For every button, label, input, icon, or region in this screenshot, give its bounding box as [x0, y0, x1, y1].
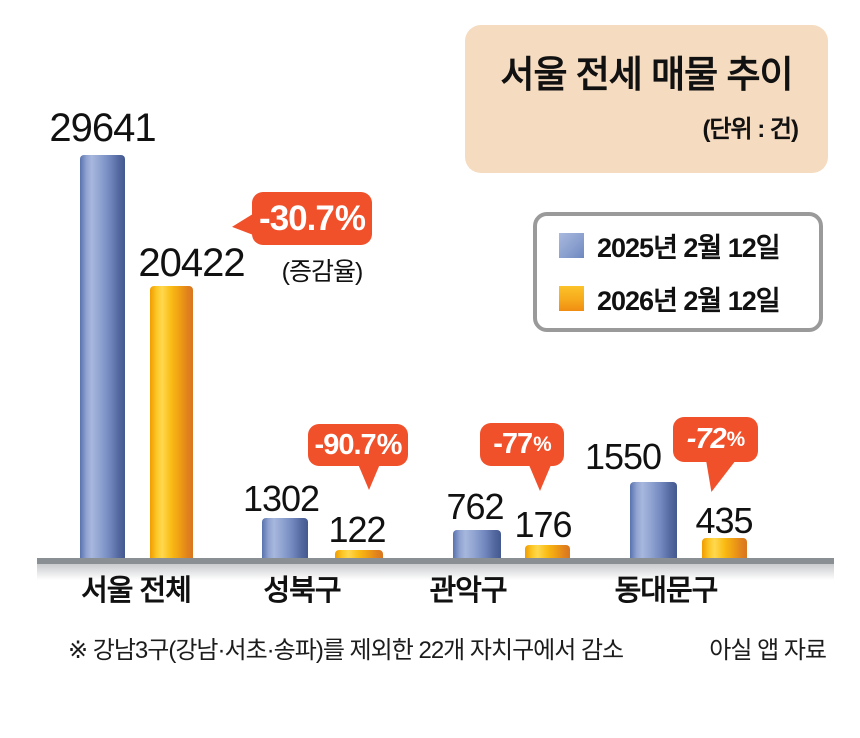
change-callout-dongdaemun: -72%: [673, 417, 758, 462]
legend: 2025년 2월 12일 2026년 2월 12일: [533, 212, 823, 332]
bar-seongbuk-2026: [335, 550, 383, 558]
change-callout-seongbuk: -90.7%: [308, 424, 408, 466]
change-caption: (증감율): [281, 258, 364, 286]
percent-sign: %: [376, 428, 403, 461]
x-axis-shadow: [37, 564, 834, 580]
callout-tail-dongdaemun: [706, 460, 736, 492]
legend-swatch-blue: [559, 233, 584, 258]
change-callout-seoul: -30.7%: [252, 192, 372, 245]
callout-tail-gwanak: [529, 465, 551, 491]
bar-seoul-2026: [150, 286, 193, 558]
change-value: -77: [493, 428, 533, 460]
percent-sign: %: [334, 198, 366, 238]
category-label-dongdaemun: 동대문구: [614, 575, 719, 607]
value-label-gwanak-2025: 762: [446, 486, 504, 527]
change-value: -90.7: [314, 428, 377, 461]
source-credit: 아실 앱 자료: [709, 637, 827, 664]
value-label-seoul-2025: 29641: [49, 106, 156, 150]
value-label-dongdaemun-2025: 1550: [584, 436, 662, 477]
title-box: 서울 전세 매물 추이 (단위 : 건): [465, 25, 828, 173]
footnote: ※ 강남3구(강남·서초·송파)를 제외한 22개 자치구에서 감소: [68, 637, 624, 664]
bar-dongdaemun-2026: [702, 538, 747, 558]
x-axis-line: [37, 558, 834, 564]
value-label-seoul-2026: 20422: [138, 241, 245, 285]
bar-gwanak-2025: [453, 530, 501, 558]
value-label-dongdaemun-2026: 435: [695, 500, 753, 541]
bar-seoul-2025: [80, 155, 125, 558]
bar-gwanak-2026: [525, 545, 570, 558]
category-label-seongbuk: 성북구: [263, 575, 341, 607]
callout-tail-seoul: [232, 212, 256, 236]
legend-label: 2025년 2월 12일: [597, 233, 781, 263]
category-label-seoul: 서울 전체: [81, 575, 192, 607]
legend-label: 2026년 2월 12일: [597, 286, 781, 316]
callout-tail-seongbuk: [358, 464, 380, 490]
legend-item-2026: 2026년 2월 12일: [559, 279, 819, 318]
bar-dongdaemun-2025: [630, 482, 677, 558]
bar-seongbuk-2025: [262, 518, 308, 558]
percent-sign: %: [533, 432, 552, 456]
value-label-seongbuk-2025: 1302: [242, 478, 320, 519]
page-title: 서울 전세 매물 추이: [500, 54, 793, 96]
change-callout-gwanak: -77%: [480, 423, 564, 466]
change-value: -30.7: [259, 198, 335, 238]
value-label-seongbuk-2026: 122: [328, 509, 386, 550]
legend-swatch-orange: [559, 286, 584, 311]
change-value: -72: [686, 423, 727, 455]
category-label-gwanak: 관악구: [429, 575, 507, 607]
legend-item-2025: 2025년 2월 12일: [559, 226, 819, 265]
value-label-gwanak-2026: 176: [514, 504, 572, 545]
percent-sign: %: [726, 427, 746, 451]
unit-label: (단위 : 건): [702, 115, 799, 143]
